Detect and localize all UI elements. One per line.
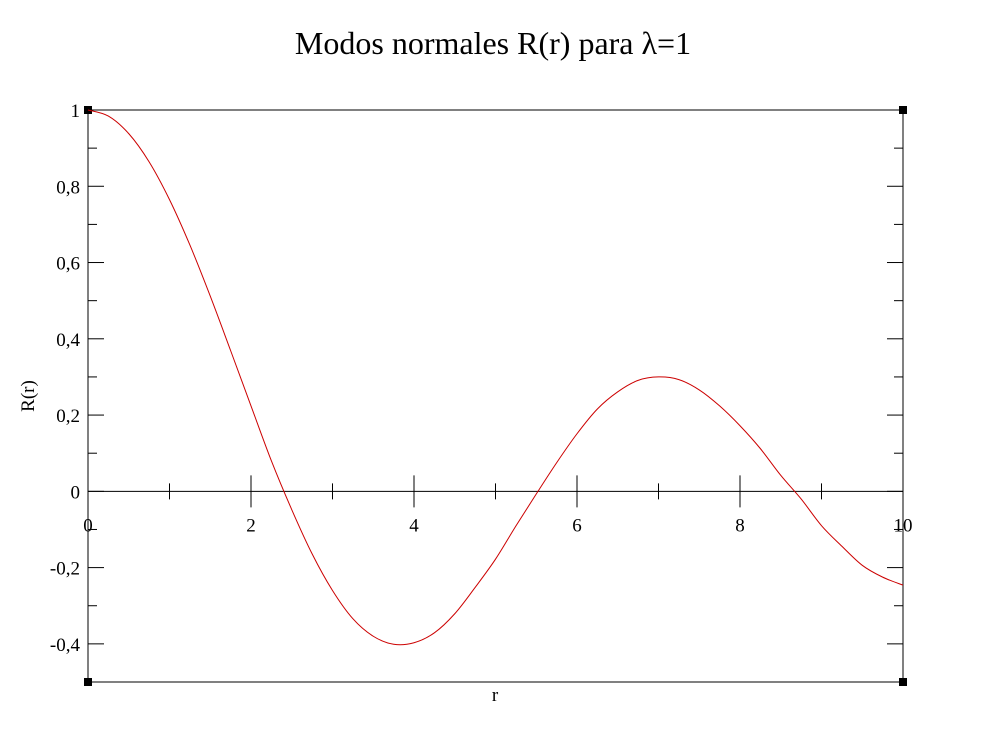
x-axis-label: r — [492, 685, 499, 706]
y-axis-label: R(r) — [18, 380, 39, 412]
corner-handles — [84, 106, 907, 686]
series-group — [87, 109, 904, 646]
y-tick-label: 0,4 — [56, 330, 80, 351]
series-line — [87, 109, 904, 646]
x-tick-label: 2 — [246, 515, 256, 536]
x-tick-label: 6 — [572, 515, 582, 536]
x-tick-label: 4 — [409, 515, 419, 536]
y-tick-label: 0,6 — [56, 254, 80, 275]
y-tick-label: -0,4 — [50, 635, 81, 656]
corner-handle — [84, 678, 92, 686]
tick-marks — [87, 109, 904, 645]
x-tick-label: 8 — [735, 515, 745, 536]
x-tick-label: 10 — [894, 515, 913, 536]
plot-frame — [87, 109, 904, 683]
tick-labels: -0,4-0,200,20,40,60,810 2 4 6 8 10 — [50, 101, 913, 656]
corner-handle — [899, 678, 907, 686]
y-tick-label: 0,2 — [56, 406, 80, 427]
x-tick-label: 0 — [83, 515, 93, 536]
y-tick-label: 0,8 — [56, 177, 80, 198]
y-tick-label: 0 — [71, 482, 81, 503]
y-tick-label: -0,2 — [50, 559, 80, 580]
chart-title: Modos normales R(r) para λ=1 — [295, 25, 691, 61]
y-tick-label: 1 — [71, 101, 81, 122]
